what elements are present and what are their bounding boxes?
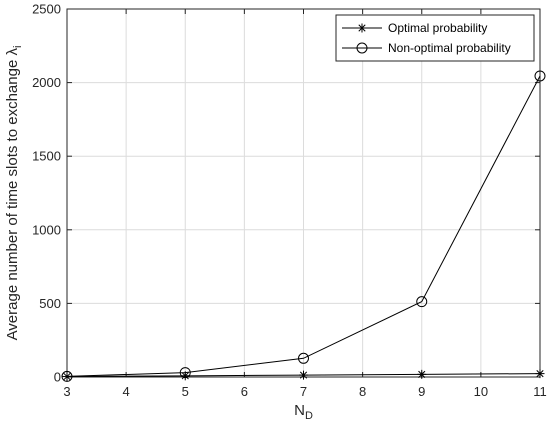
- y-tick-label: 2500: [32, 2, 61, 17]
- data-point-circle: [416, 296, 428, 308]
- y-axis-ticks: 0 500 1000 1500 2000 2500: [32, 2, 540, 385]
- y-axis-title-main: Average number of time slots to exchange…: [4, 48, 21, 341]
- y-tick-label: 2000: [32, 75, 61, 90]
- x-tick-label: 3: [63, 384, 70, 399]
- grid-lines: [66, 8, 541, 378]
- x-tick-label: 4: [123, 384, 130, 399]
- x-tick-label: 5: [182, 384, 189, 399]
- data-point-asterisk: [535, 369, 545, 379]
- legend-label: Optimal probability: [388, 21, 487, 35]
- series-line-circle: [66, 75, 541, 377]
- legend: Optimal probability Non-optimal probabili…: [335, 14, 535, 62]
- y-axis-title-subscript: i: [12, 46, 24, 48]
- x-axis-ticks: 3 4 5 6 7 8 9 10 11: [63, 9, 547, 399]
- data-point-asterisk: [299, 370, 308, 380]
- x-axis-title: ND: [294, 402, 313, 422]
- data-point-circle: [534, 70, 546, 82]
- y-tick-label: 1500: [32, 149, 61, 164]
- legend-box: [335, 14, 535, 62]
- y-tick-label: 0: [54, 370, 61, 385]
- x-tick-label: 10: [474, 384, 488, 399]
- legend-marker-asterisk: [357, 23, 367, 33]
- y-tick-label: 500: [39, 296, 61, 311]
- x-tick-label: 7: [300, 384, 307, 399]
- x-tick-label: 8: [359, 384, 366, 399]
- x-tick-label: 9: [418, 384, 425, 399]
- x-tick-label: 11: [533, 384, 547, 399]
- legend-items: Optimal probability Non-optimal probabili…: [342, 21, 511, 55]
- x-axis-title-main: N: [294, 402, 305, 419]
- data-point-circle: [179, 367, 191, 379]
- y-axis-title: Average number of time slots to exchange…: [4, 46, 24, 341]
- x-axis-title-subscript: D: [305, 410, 313, 422]
- series-layer: [61, 70, 546, 382]
- x-tick-label: 6: [241, 384, 248, 399]
- legend-marker-circle: [356, 42, 368, 54]
- y-tick-label: 1000: [32, 222, 61, 237]
- data-point-asterisk: [417, 369, 427, 379]
- legend-label: Non-optimal probability: [388, 41, 511, 55]
- data-point-circle: [298, 352, 309, 364]
- data-point-circle: [61, 370, 73, 382]
